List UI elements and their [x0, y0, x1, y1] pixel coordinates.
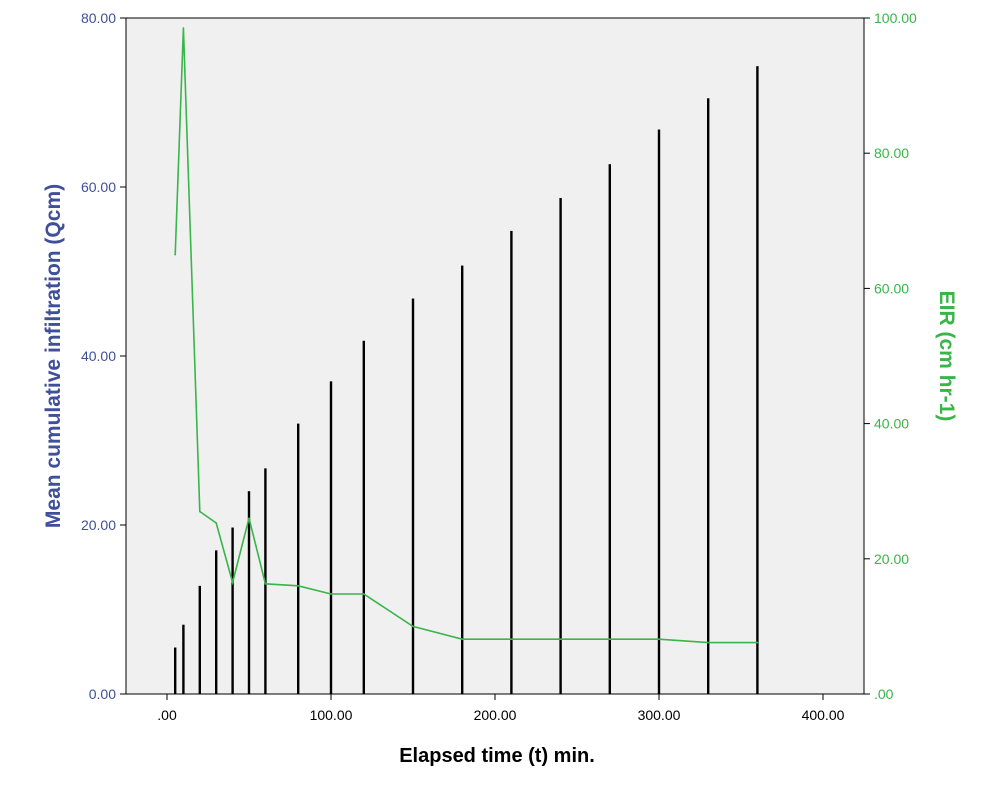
left-y-tick-label: 80.00	[81, 10, 116, 26]
bar	[411, 298, 415, 694]
bar	[362, 340, 365, 694]
right-y-tick-label: 80.00	[874, 145, 909, 161]
eir-point	[658, 638, 660, 641]
x-axis: .00 100.00 200.00 300.00 400.00	[157, 694, 845, 723]
eir-point	[461, 638, 464, 641]
right-y-tick-label: 100.00	[874, 10, 917, 26]
bar	[510, 230, 513, 694]
bar	[231, 527, 234, 694]
bar	[297, 423, 300, 694]
right-y-tick-label: 60.00	[874, 280, 909, 296]
bar	[329, 381, 333, 694]
eir-point	[412, 625, 414, 628]
eir-point	[215, 522, 218, 524]
eir-point	[248, 517, 250, 520]
eir-point	[608, 638, 611, 641]
left-y-tick-label: 20.00	[81, 517, 116, 533]
bar	[756, 66, 759, 695]
right-y-axis-title: EIR (cm hr-1)	[935, 291, 958, 422]
line-series	[174, 27, 759, 644]
bar	[707, 98, 710, 694]
bar	[461, 265, 464, 694]
bar	[247, 491, 251, 694]
x-axis-title: Elapsed time (t) min.	[399, 745, 595, 767]
left-y-tick-label: 40.00	[81, 348, 116, 364]
x-tick-label: 400.00	[802, 707, 845, 723]
bar	[182, 624, 185, 694]
bar	[559, 197, 562, 695]
right-y-tick-label: .00	[874, 686, 894, 702]
right-y-tick-label: 20.00	[874, 551, 909, 567]
eir-point	[330, 593, 332, 595]
x-tick-label: 100.00	[310, 707, 353, 723]
eir-point	[707, 641, 710, 644]
eir-point	[182, 27, 185, 30]
eir-point	[297, 584, 300, 587]
left-y-tick-label: 60.00	[81, 179, 116, 195]
eir-point	[510, 638, 513, 641]
eir-point	[198, 510, 201, 513]
left-y-axis: 0.00 20.00 40.00 60.00 80.00	[81, 10, 126, 702]
eir-point	[559, 638, 562, 641]
eir-point	[756, 641, 759, 644]
right-y-tick-label: 40.00	[874, 416, 909, 432]
plot-area	[125, 17, 865, 695]
bar	[198, 585, 201, 694]
x-tick-label: 300.00	[638, 707, 681, 723]
eir-line	[174, 28, 758, 644]
bar	[215, 550, 218, 694]
x-tick-label: 200.00	[474, 707, 517, 723]
right-y-axis: .00 20.00 40.00 60.00 80.00 100.00	[864, 10, 917, 702]
bar	[657, 129, 661, 695]
eir-point	[174, 253, 177, 256]
bar	[174, 647, 177, 694]
x-tick-label: .00	[157, 707, 177, 723]
left-y-tick-label: 0.00	[89, 686, 116, 702]
eir-point	[231, 581, 234, 584]
bar	[608, 164, 611, 694]
eir-point	[264, 582, 267, 585]
left-y-axis-title: Mean cumulative infiltration (Qcm)	[42, 184, 65, 528]
eir-point	[362, 593, 365, 595]
